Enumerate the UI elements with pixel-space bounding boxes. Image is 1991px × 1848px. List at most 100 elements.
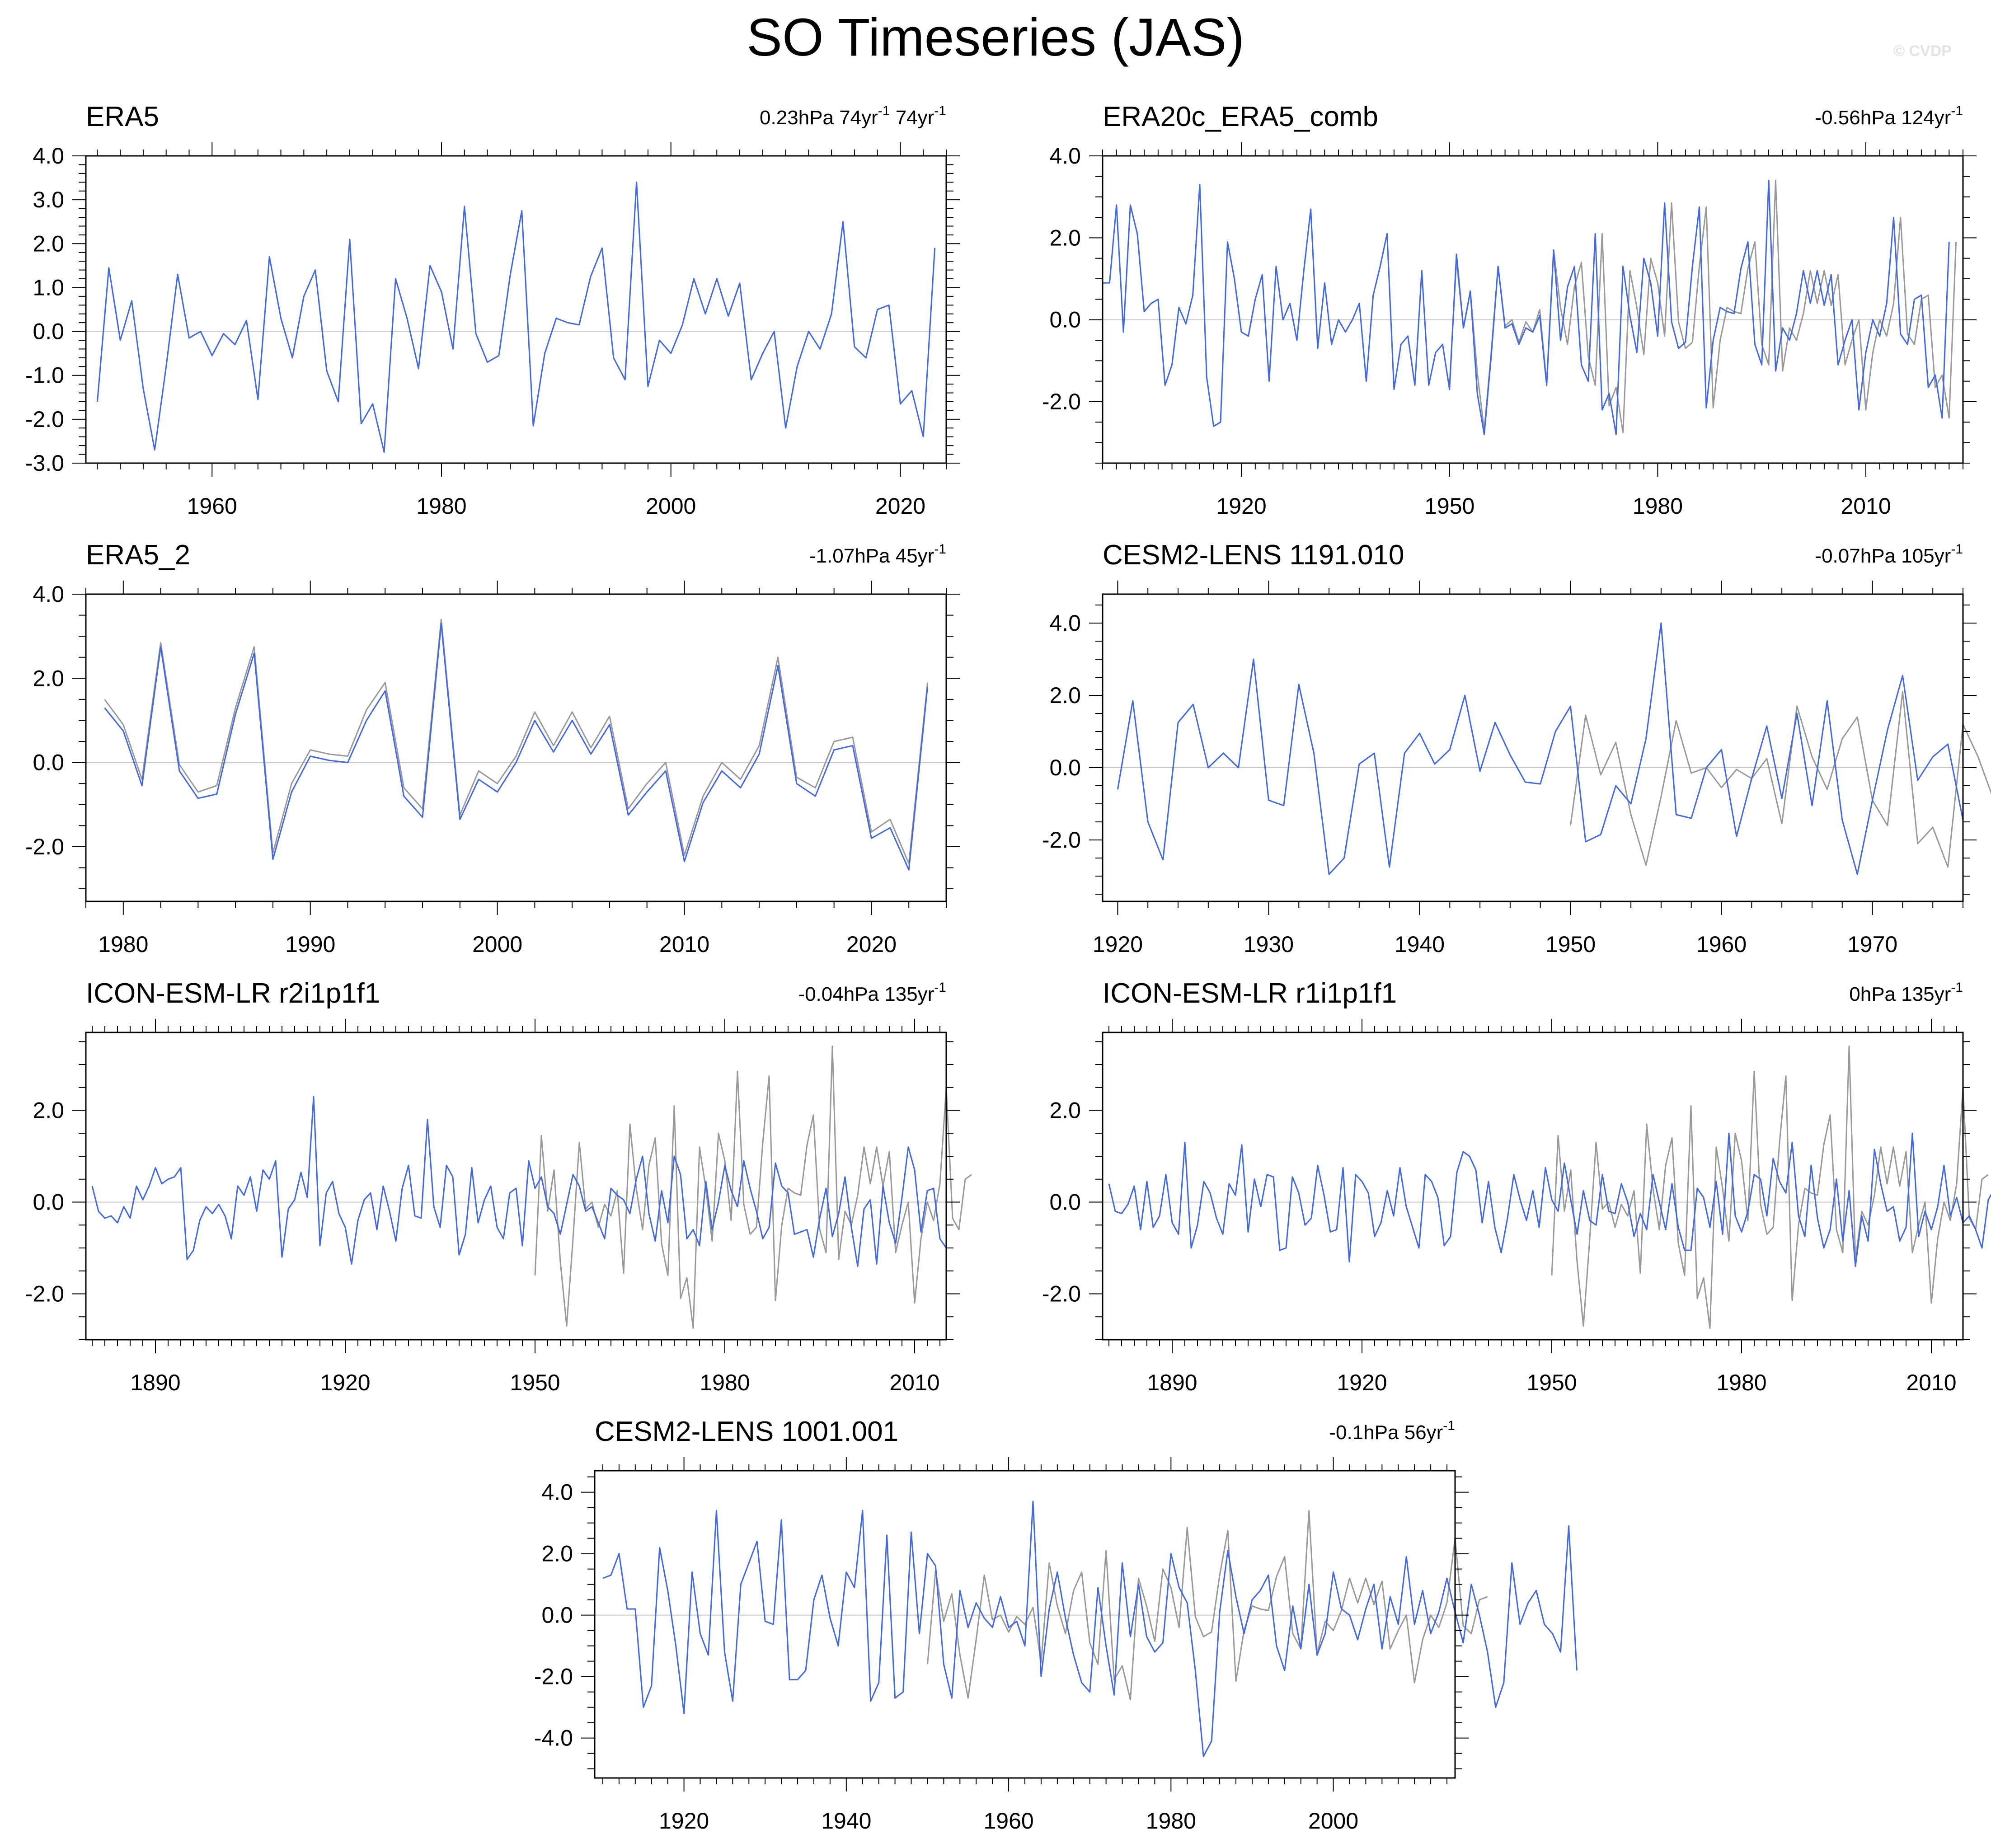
x-tick-label: 1940 — [821, 1808, 871, 1834]
trend-value: -0.04hPa 135yr — [798, 983, 934, 1005]
trend-annotation: -0.56hPa 124yr-1 — [1815, 103, 1963, 129]
reference-series-line — [927, 1510, 1488, 1701]
x-tick-label: 2010 — [1906, 1370, 1956, 1395]
y-tick-label: 2.0 — [541, 1541, 573, 1567]
y-tick-label: 1.0 — [33, 275, 64, 300]
y-tick-label: 4.0 — [541, 1480, 573, 1505]
x-tick-label: 2020 — [875, 493, 925, 519]
trend-unit-sup: -1 — [934, 542, 946, 557]
x-tick-label: 1980 — [98, 932, 148, 957]
x-tick-label: 1950 — [1545, 932, 1596, 957]
y-tick-label: 0.0 — [541, 1603, 573, 1628]
reference-series-line — [534, 1045, 972, 1329]
y-tick-label: 0.0 — [33, 1190, 64, 1215]
trend-value: 0.23hPa 74yr — [760, 107, 878, 129]
trend-extra: 74yr — [890, 107, 934, 129]
x-tick-label: 1930 — [1244, 932, 1294, 957]
y-tick-label: 2.0 — [33, 666, 64, 691]
y-tick-label: 2.0 — [33, 1098, 64, 1123]
x-tick-label: 2000 — [472, 932, 522, 957]
reference-series-line — [1551, 1045, 1989, 1329]
plot-frame — [85, 1032, 947, 1341]
chart-panel-3: 4.0 2.0 0.0 -2.0 1980 1990 2000 2010 2020 ERA5_2 -… — [25, 539, 960, 957]
plot-frame — [1102, 1032, 1964, 1341]
model-series-line — [602, 1501, 1578, 1757]
y-tick-label: 0.0 — [33, 319, 64, 344]
x-tick-label: 1950 — [510, 1370, 560, 1395]
y-tick-label: 2.0 — [1049, 225, 1081, 250]
trend-unit-sup: -1 — [1951, 542, 1963, 557]
page-title: SO Timeseries (JAS) — [747, 8, 1244, 67]
panel-title: ICON-ESM-LR r1i1p1f1 — [1103, 978, 1397, 1009]
x-tick-label: 1940 — [1395, 932, 1445, 957]
model-series-line — [1117, 622, 1964, 875]
x-tick-label: 1950 — [1424, 493, 1474, 519]
x-tick-label: 2010 — [659, 932, 709, 957]
chart-panel-2: 4.0 2.0 0.0 -2.0 1920 1950 1980 2010 ERA20c_ERA5… — [1042, 101, 1977, 519]
x-tick-label: 1980 — [700, 1370, 750, 1395]
y-tick-label: -4.0 — [534, 1726, 573, 1751]
x-tick-label: 1960 — [1696, 932, 1747, 957]
reference-series-line — [104, 619, 929, 864]
x-tick-label: 1950 — [1526, 1370, 1577, 1395]
x-tick-label: 1960 — [983, 1808, 1033, 1834]
x-tick-label: 2000 — [1308, 1808, 1358, 1834]
y-tick-label: -2.0 — [25, 407, 64, 432]
trend-annotation: -0.07hPa 105yr-1 — [1815, 542, 1963, 567]
x-tick-label: 1980 — [1716, 1370, 1766, 1395]
y-tick-label: -2.0 — [25, 834, 64, 859]
x-tick-label: 1890 — [1147, 1370, 1197, 1395]
plot-frame — [1102, 593, 1964, 902]
trend-value: -0.56hPa 124yr — [1815, 107, 1951, 129]
trend-unit-sup: -1 — [1951, 980, 1963, 995]
trend-value: -1.07hPa 45yr — [809, 545, 934, 567]
x-tick-label: 2010 — [889, 1370, 939, 1395]
panel-title: ERA20c_ERA5_comb — [1103, 101, 1378, 132]
model-series-line — [104, 623, 929, 871]
chart-panel-1: 4.0 3.0 2.0 1.0 0.0 -1.0 -2.0 -3.0 1960 1980 2000 2… — [25, 101, 960, 519]
x-tick-label: 1980 — [416, 493, 466, 519]
y-tick-label: -2.0 — [1042, 389, 1081, 414]
chart-panel-4: 4.0 2.0 0.0 -2.0 1920 1930 1940 1950 1960 1970 CES… — [1042, 539, 1991, 957]
y-tick-label: -2.0 — [534, 1664, 573, 1689]
trend-annotation: -0.04hPa 135yr-1 — [798, 980, 946, 1005]
panel-title: CESM2-LENS 1001.001 — [595, 1416, 898, 1447]
y-tick-label: 2.0 — [1049, 683, 1081, 708]
panel-title: ERA5_2 — [86, 539, 190, 571]
trend-extra-sup: -1 — [934, 103, 946, 118]
trend-value: -0.07hPa 105yr — [1815, 545, 1951, 567]
credit-watermark: © CVDP — [1893, 42, 1952, 60]
chart-panel-7: 4.0 2.0 0.0 -2.0 -4.0 1920 1940 1960 1980 2000 CES… — [534, 1416, 1578, 1834]
x-tick-label: 1920 — [659, 1808, 709, 1834]
trend-unit-sup: -1 — [1951, 103, 1963, 118]
trend-unit-sup: -1 — [934, 980, 946, 995]
x-tick-label: 1890 — [130, 1370, 180, 1395]
trend-annotation: 0hPa 135yr-1 — [1849, 980, 1963, 1005]
y-tick-label: -2.0 — [1042, 827, 1081, 853]
y-tick-label: 4.0 — [1049, 610, 1081, 636]
y-tick-label: 0.0 — [1049, 1190, 1081, 1215]
x-tick-label: 1970 — [1847, 932, 1897, 957]
y-tick-label: 4.0 — [1049, 143, 1081, 169]
x-tick-label: 2020 — [846, 932, 897, 957]
trend-unit-sup: -1 — [878, 103, 890, 118]
y-tick-label: 3.0 — [33, 187, 64, 212]
chart-panel-6: 2.0 0.0 -2.0 1890 1920 1950 1980 2010 ICON-ESM-L… — [1042, 978, 1991, 1395]
y-tick-label: 2.0 — [33, 231, 64, 256]
y-tick-label: 4.0 — [33, 582, 64, 607]
model-series-line — [91, 1096, 947, 1267]
x-tick-label: 1920 — [1093, 932, 1143, 957]
trend-annotation: 0.23hPa 74yr-1 74yr-1 — [760, 103, 946, 129]
trend-value: 0hPa 135yr — [1849, 983, 1951, 1005]
x-tick-label: 1960 — [187, 493, 237, 519]
x-tick-label: 2000 — [646, 493, 696, 519]
x-tick-label: 1920 — [320, 1370, 370, 1395]
x-tick-label: 1980 — [1146, 1808, 1196, 1834]
x-tick-label: 1980 — [1633, 493, 1683, 519]
panel-title: ICON-ESM-LR r2i1p1f1 — [86, 978, 380, 1009]
model-series-line — [96, 181, 936, 453]
x-tick-label: 1920 — [1337, 1370, 1387, 1395]
plot-frame — [85, 593, 947, 902]
x-tick-label: 1990 — [285, 932, 335, 957]
